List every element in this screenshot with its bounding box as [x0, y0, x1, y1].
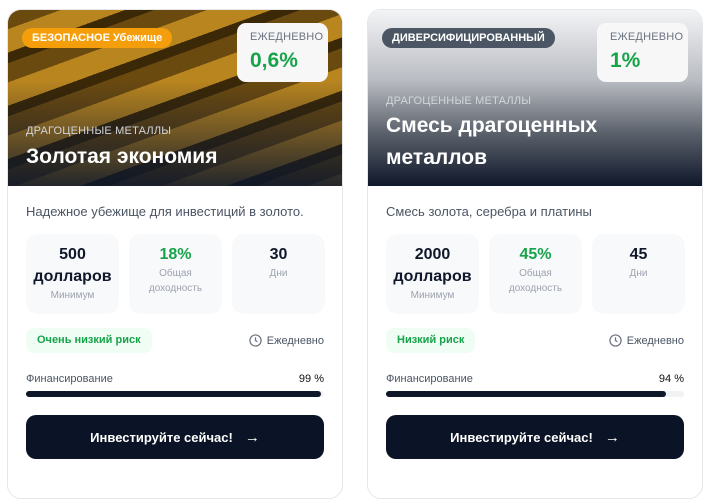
funding-percent: 99 %	[298, 373, 324, 385]
daily-value: 0,6%	[250, 49, 298, 72]
card-hero-image: БЕЗОПАСНОЕ Убежище ЕЖЕДНЕВНО 0,6% ДРАГОЦ…	[8, 10, 342, 186]
funding-percent: 94 %	[658, 373, 684, 385]
minimum-value: 2000 долларов	[393, 246, 472, 285]
days-label: Дни	[629, 268, 648, 279]
return-value: 45%	[519, 246, 552, 263]
stat-days: 45 Дни	[592, 234, 685, 314]
card-hero-image: ДИВЕРСИФИЦИРОВАННЫЙ ЕЖЕДНЕВНО 1% ДРАГОЦЕ…	[368, 10, 702, 186]
minimum-label: Минимум	[50, 290, 95, 301]
risk-badge: Очень низкий риск	[26, 328, 152, 353]
category-label: ДРАГОЦЕННЫЕ МЕТАЛЛЫ	[26, 125, 172, 137]
return-label: Общая доходность	[148, 268, 203, 294]
card-title: Золотая экономия	[26, 145, 218, 168]
funding-progress-bar	[386, 391, 684, 397]
funding-progress-bar	[26, 391, 324, 397]
payout-frequency: Ежедневно	[609, 334, 684, 347]
funding-progress-fill	[26, 391, 322, 397]
funding-label: Финансирование	[386, 373, 473, 385]
invest-button-label: Инвестируйте сейчас!	[90, 429, 233, 445]
stats-row: 500 долларов Минимум 18% Общая доходность …	[26, 234, 325, 314]
return-value: 18%	[159, 246, 192, 263]
stat-days: 30 Дни	[232, 234, 325, 314]
clock-icon	[249, 334, 262, 347]
minimum-value: 500 долларов	[33, 246, 112, 285]
minimum-label: Минимум	[410, 290, 455, 301]
return-label: Общая доходность	[508, 268, 563, 294]
stat-minimum: 2000 долларов Минимум	[386, 234, 479, 314]
invest-now-button[interactable]: Инвестируйте сейчас! →	[26, 415, 324, 459]
days-value: 30	[269, 246, 288, 263]
stat-return: 45% Общая доходность	[489, 234, 582, 314]
days-value: 45	[629, 246, 648, 263]
funding-label: Финансирование	[26, 373, 113, 385]
daily-return-box: ЕЖЕДНЕВНО 1%	[597, 23, 688, 82]
category-tag: ДИВЕРСИФИЦИРОВАННЫЙ	[382, 28, 555, 48]
category-label: ДРАГОЦЕННЫЕ МЕТАЛЛЫ	[386, 95, 532, 107]
arrow-right-icon: →	[604, 428, 620, 446]
stat-minimum: 500 долларов Минимум	[26, 234, 119, 314]
stats-row: 2000 долларов Минимум 45% Общая доходность…	[386, 234, 685, 314]
daily-label: ЕЖЕДНЕВНО	[250, 31, 324, 43]
investment-card: ДИВЕРСИФИЦИРОВАННЫЙ ЕЖЕДНЕВНО 1% ДРАГОЦЕ…	[367, 9, 703, 499]
payout-frequency: Ежедневно	[249, 334, 324, 347]
daily-label: ЕЖЕДНЕВНО	[610, 31, 684, 43]
card-description: Надежное убежище для инвестиций в золото…	[26, 204, 304, 219]
card-title: Смесь драгоценных металлов	[386, 114, 598, 169]
category-tag: БЕЗОПАСНОЕ Убежище	[22, 28, 173, 48]
frequency-label: Ежедневно	[626, 334, 684, 347]
clock-icon	[609, 334, 622, 347]
daily-value: 1%	[610, 49, 641, 72]
arrow-right-icon: →	[244, 428, 260, 446]
card-description: Смесь золота, серебра и платины	[386, 204, 592, 219]
daily-return-box: ЕЖЕДНЕВНО 0,6%	[237, 23, 328, 82]
stat-return: 18% Общая доходность	[129, 234, 222, 314]
days-label: Дни	[269, 268, 288, 279]
frequency-label: Ежедневно	[266, 334, 324, 347]
invest-button-label: Инвестируйте сейчас!	[450, 429, 593, 445]
funding-progress-fill	[386, 391, 667, 397]
invest-now-button[interactable]: Инвестируйте сейчас! →	[386, 415, 684, 459]
investment-card: БЕЗОПАСНОЕ Убежище ЕЖЕДНЕВНО 0,6% ДРАГОЦ…	[7, 9, 343, 499]
risk-badge: Низкий риск	[386, 328, 476, 353]
